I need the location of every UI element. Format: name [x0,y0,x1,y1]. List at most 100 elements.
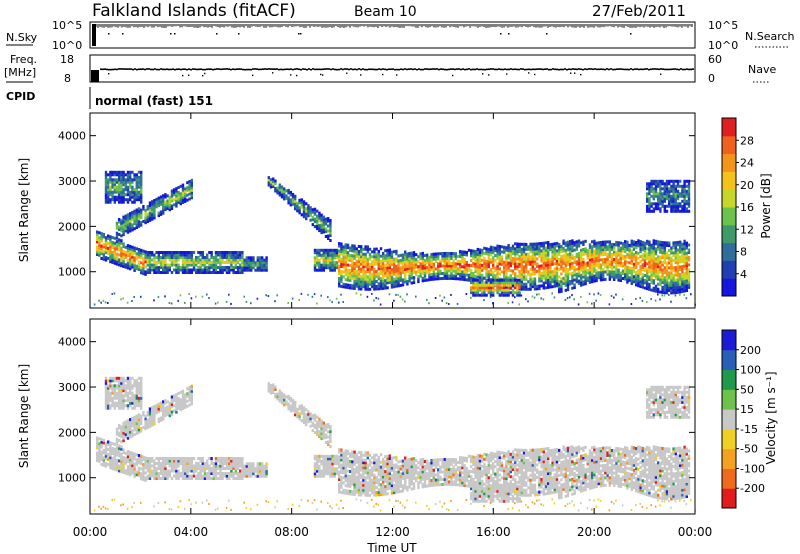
power-cell [124,245,127,249]
power-cell [342,285,345,289]
power-cell [465,278,468,282]
power-cell [168,263,171,267]
power-cell [681,242,684,246]
power-cell [223,251,226,254]
power-cell [476,283,479,287]
power-cell [364,247,367,251]
power-cell [654,272,658,276]
power-cell [646,301,648,304]
power-cell [586,264,589,267]
freq-trace-mark [324,68,326,70]
power-cell [615,260,618,264]
power-cell [320,294,322,297]
velocity-cell [118,379,121,383]
freq-trace-mark [102,68,104,71]
power-cell [305,217,308,221]
power-cell [665,273,669,277]
power-cell [360,267,363,271]
power-cell [441,299,443,302]
velocity-cell [107,389,110,393]
power-cell [170,258,174,262]
velocity-cell [131,469,134,473]
power-cell [137,250,141,254]
freq-trace-mark [558,68,560,71]
power-cell [173,198,176,202]
power-cell [577,279,581,283]
power-cell [166,199,169,203]
power-cell [448,269,451,273]
freq-trace-mark [402,68,404,71]
cpid-value: normal (fast) 151 [95,94,213,108]
power-cell [140,188,143,192]
power-cell [584,269,587,273]
nave-trace-mark [396,74,398,76]
power-cell [676,263,680,267]
velocity-cell [104,391,108,395]
power-cell [595,249,598,253]
power-cell [496,254,499,258]
power-cell [635,278,638,282]
power-cell [379,277,383,281]
power-cell [346,263,350,267]
power-cell [582,260,585,264]
power-cell [340,279,343,283]
power-cell [652,289,655,293]
power-cell [641,240,644,244]
power-cell [283,197,286,201]
power-cell [300,292,303,295]
velocity-cell [129,455,132,459]
power-cell [654,207,658,211]
power-cell [122,252,125,256]
power-cell [571,254,574,258]
power-cell [140,211,143,215]
power-cell [588,250,592,254]
power-cell [505,283,508,287]
freq-trace-mark [126,68,128,70]
power-cell [452,269,455,273]
power-cell [626,268,629,272]
power-cell [617,278,620,282]
power-cell [146,217,149,221]
power-cell [186,266,189,269]
power-cell [591,257,594,261]
power-cell [665,209,669,213]
power-cell [536,287,539,291]
velocity-cell [133,420,136,424]
power-cell [470,271,473,275]
power-cell [115,257,119,261]
power-cell [606,265,609,269]
power-cell [461,257,464,261]
power-cell [379,279,383,283]
power-cell [547,253,550,257]
power-cell [641,275,644,279]
power-cell [494,283,497,287]
power-cell [520,252,523,256]
power-cell [670,263,673,267]
power-cell [527,245,530,249]
power-cell [648,187,651,191]
freq-trace-mark [370,68,372,71]
power-cell [241,258,244,262]
power-cell [135,226,138,229]
freq-trace-mark [652,68,654,70]
velocity-cell [129,404,132,408]
power-cell [676,197,680,201]
power-cell [208,271,211,274]
power-cell [494,266,497,270]
freq-trace-mark [104,68,106,70]
freq-trace-mark [398,68,400,71]
power-cell [353,244,356,248]
power-cell [604,250,607,254]
power-cell [685,279,688,282]
power-colorbar-tick: 28 [740,134,754,147]
power-cell [456,254,460,258]
velocity-cell [100,458,103,461]
power-cell [399,266,402,270]
freq-trace-mark [270,68,272,70]
power-cell [190,186,193,190]
power-cell [318,253,321,257]
freq-trace-mark [610,68,612,70]
power-cell [654,182,658,186]
power-cell [597,248,600,252]
power-cell [595,241,598,245]
